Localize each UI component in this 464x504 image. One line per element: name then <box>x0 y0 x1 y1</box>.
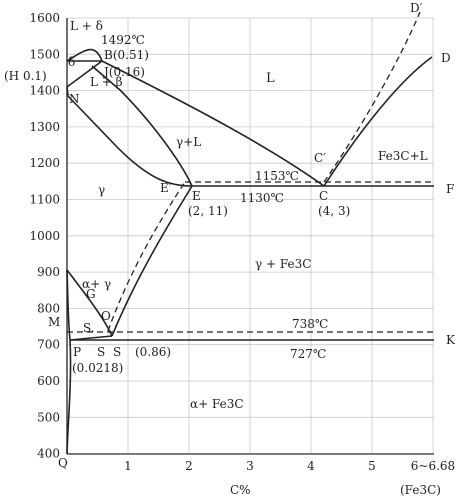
x-tick-label: 6~6.68 <box>411 459 455 473</box>
x-tick-label: 2 <box>185 459 193 473</box>
label-727: 727℃ <box>290 347 326 361</box>
label-e-prime: E′ <box>160 181 172 195</box>
line-hb <box>66 60 103 88</box>
label-1492: 1492℃ <box>101 33 145 47</box>
label-p: P <box>73 345 81 359</box>
y-tick-label: 700 <box>37 338 60 352</box>
label-e: E <box>192 189 201 203</box>
x-end-label: (Fe3C) <box>400 483 441 497</box>
x-tick-label: 5 <box>368 459 376 473</box>
x-tick-label: 4 <box>307 459 315 473</box>
label-gamma: γ <box>98 183 105 197</box>
liquidus-bc <box>101 60 325 187</box>
label-delta: δ <box>68 55 75 69</box>
label-b: B(0.51) <box>104 48 149 62</box>
phase-lines <box>66 48 433 455</box>
label-p-comp: (0.0218) <box>72 361 123 375</box>
label-alpha-fe3c: α+ Fe3C <box>190 397 244 411</box>
label-f: F <box>446 182 454 196</box>
y-tick-label: 1500 <box>29 47 60 61</box>
diagram-labels: L + δ 1492℃ B(0.51) J(0.16) δ (H 0.1) L … <box>4 1 456 497</box>
label-gamma-l: γ+L <box>176 135 201 149</box>
dashed-cd <box>323 11 421 183</box>
y-tick-label: 400 <box>37 447 60 461</box>
x-tick-label: 1 <box>124 459 132 473</box>
liquidus-cd <box>323 56 433 187</box>
y-tick-label: 1100 <box>29 193 60 207</box>
label-h: (H 0.1) <box>4 69 47 83</box>
label-fe3c-l: Fe3C+L <box>378 149 428 163</box>
x-origin-label: Q <box>58 456 68 470</box>
y-tick-label: 1600 <box>29 11 60 25</box>
label-m: M <box>48 315 60 329</box>
label-k: K <box>446 333 456 347</box>
x-tick-label: 3 <box>246 459 254 473</box>
label-gamma-fe3c: γ + Fe3C <box>255 257 311 271</box>
label-c-prime: C′ <box>314 151 326 165</box>
y-tick-label: 900 <box>37 265 60 279</box>
y-tick-label: 1300 <box>29 120 60 134</box>
y-tick-label: 500 <box>37 410 60 424</box>
label-l-delta: L + δ <box>70 19 103 33</box>
y-tick-label: 600 <box>37 374 60 388</box>
dashed-lines <box>67 11 434 333</box>
solidus-je <box>91 65 193 187</box>
label-alpha-gamma: α+ γ <box>82 277 111 291</box>
label-l: L <box>266 71 275 86</box>
line-hn <box>66 86 69 97</box>
label-l-beta: L + β <box>90 75 123 89</box>
label-1130: 1130℃ <box>240 191 284 205</box>
label-1153: 1153℃ <box>255 169 299 183</box>
label-s: S <box>97 345 105 359</box>
label-s-prime: S <box>113 345 121 359</box>
x-grid <box>127 18 434 454</box>
label-s-comp: (0.86) <box>135 345 171 359</box>
label-g: G <box>86 287 96 301</box>
y-tick-label: 1000 <box>29 229 60 243</box>
y-tick-label: 1200 <box>29 156 60 170</box>
label-d: D <box>441 51 451 65</box>
label-d-prime: D′ <box>410 1 423 15</box>
line-ne <box>67 95 193 187</box>
label-738: 738℃ <box>292 317 328 331</box>
label-n: N <box>69 92 80 106</box>
label-o: O <box>101 309 111 323</box>
label-s-dot: S. <box>83 321 95 335</box>
dashed-es <box>107 181 186 332</box>
label-c: C <box>319 189 328 203</box>
line-ab <box>66 48 103 62</box>
x-tick-labels: 1 2 3 4 5 6~6.68 <box>124 459 455 473</box>
y-tick-labels: 1600 1500 1400 1300 1200 1100 1000 900 800 700 600… <box>29 11 60 461</box>
label-c-comp: (4, 3) <box>318 204 350 218</box>
label-e-comp: (2, 11) <box>188 204 228 218</box>
x-axis-label: C% <box>230 483 251 497</box>
y-tick-label: 800 <box>37 301 60 315</box>
y-tick-label: 1400 <box>29 84 60 98</box>
acm-es <box>111 185 193 337</box>
label-j: J(0.16) <box>102 65 145 79</box>
